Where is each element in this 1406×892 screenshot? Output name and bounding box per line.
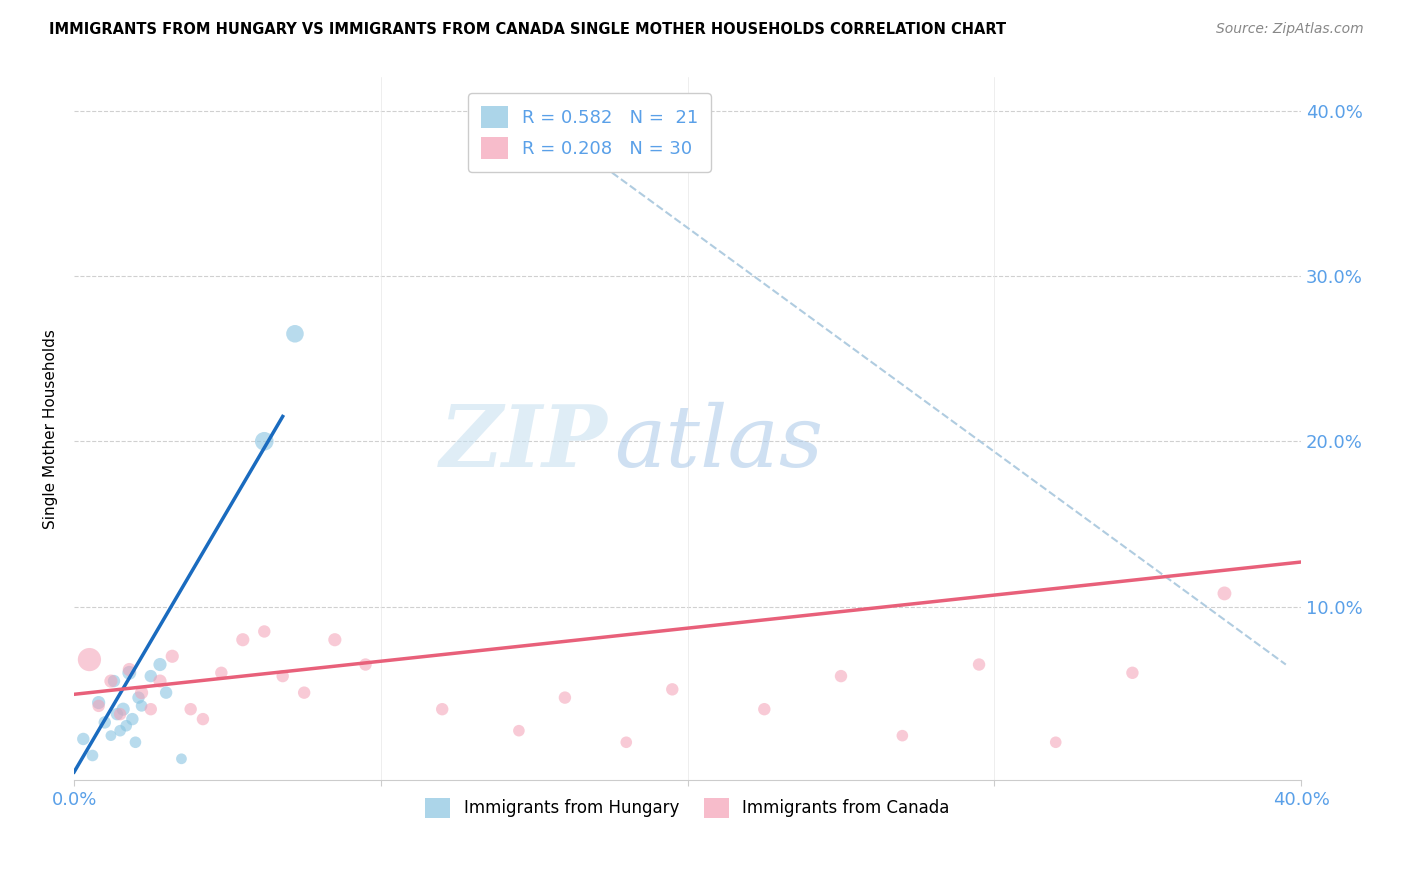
Point xyxy=(661,682,683,697)
Point xyxy=(1121,665,1143,680)
Point xyxy=(967,657,990,672)
Point xyxy=(1213,586,1236,600)
Point xyxy=(830,669,852,683)
Point xyxy=(162,649,184,664)
Point xyxy=(118,663,141,677)
Point xyxy=(112,702,135,716)
Legend: Immigrants from Hungary, Immigrants from Canada: Immigrants from Hungary, Immigrants from… xyxy=(419,791,956,825)
Point xyxy=(103,674,125,689)
Point xyxy=(131,686,153,700)
Point xyxy=(271,669,294,683)
Point xyxy=(108,707,131,722)
Text: atlas: atlas xyxy=(614,401,823,484)
Text: Source: ZipAtlas.com: Source: ZipAtlas.com xyxy=(1216,22,1364,37)
Point xyxy=(191,712,214,726)
Point xyxy=(554,690,576,705)
Point xyxy=(432,702,454,716)
Point xyxy=(508,723,530,738)
Point xyxy=(82,748,104,763)
Point xyxy=(100,674,122,689)
Text: ZIP: ZIP xyxy=(440,401,607,484)
Y-axis label: Single Mother Households: Single Mother Households xyxy=(44,329,58,529)
Point xyxy=(149,657,172,672)
Point xyxy=(354,657,377,672)
Point xyxy=(209,665,232,680)
Point xyxy=(121,712,143,726)
Point xyxy=(292,686,315,700)
Point xyxy=(128,690,150,705)
Point xyxy=(100,729,122,743)
Point xyxy=(149,674,172,689)
Point xyxy=(94,715,117,730)
Point xyxy=(79,652,101,666)
Point xyxy=(115,719,138,733)
Point xyxy=(170,752,193,766)
Point xyxy=(105,707,128,722)
Point xyxy=(614,735,637,749)
Point xyxy=(284,326,307,341)
Point xyxy=(253,434,276,449)
Point xyxy=(87,698,110,713)
Point xyxy=(124,735,146,749)
Point xyxy=(118,665,141,680)
Point xyxy=(139,702,162,716)
Point xyxy=(323,632,346,647)
Point xyxy=(87,696,110,710)
Point xyxy=(139,669,162,683)
Point xyxy=(1045,735,1067,749)
Point xyxy=(180,702,202,716)
Point xyxy=(155,686,177,700)
Point xyxy=(108,723,131,738)
Point xyxy=(131,698,153,713)
Point xyxy=(891,729,914,743)
Point xyxy=(232,632,254,647)
Text: IMMIGRANTS FROM HUNGARY VS IMMIGRANTS FROM CANADA SINGLE MOTHER HOUSEHOLDS CORRE: IMMIGRANTS FROM HUNGARY VS IMMIGRANTS FR… xyxy=(49,22,1007,37)
Point xyxy=(253,624,276,639)
Point xyxy=(72,731,94,746)
Point xyxy=(754,702,776,716)
